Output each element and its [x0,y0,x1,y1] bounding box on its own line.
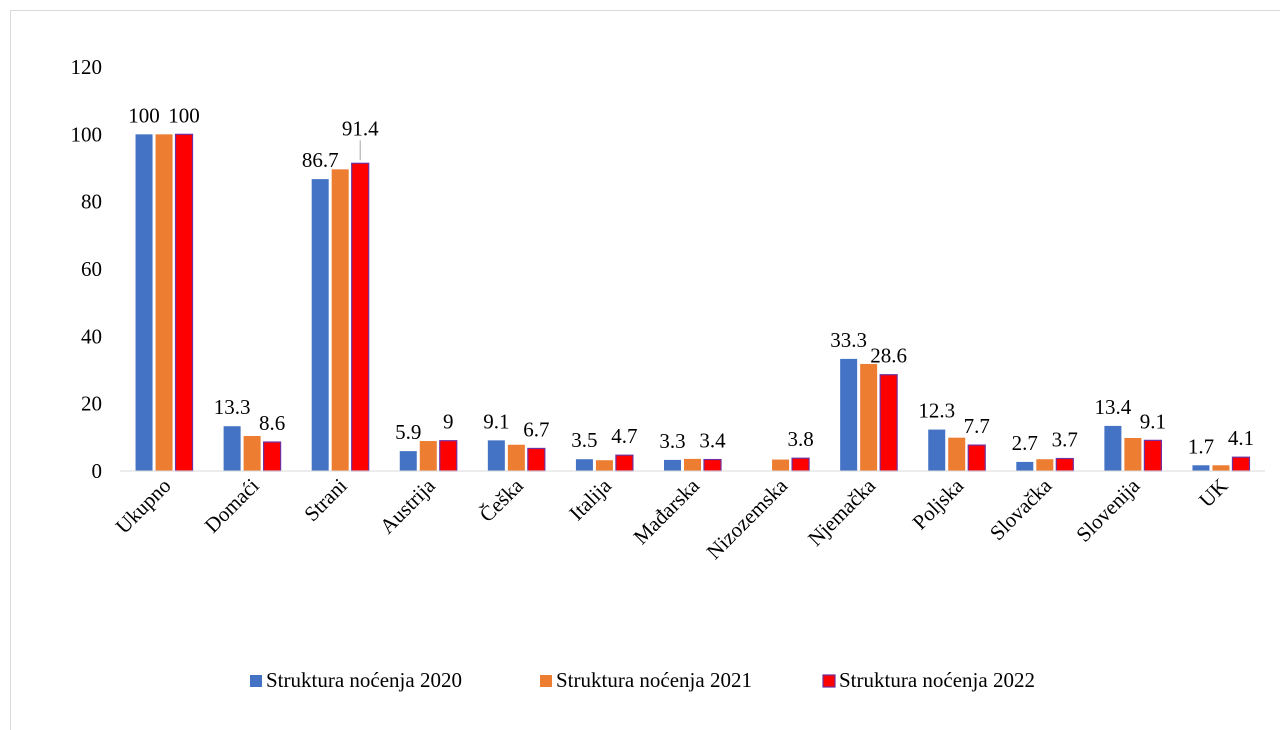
x-tick-label: Slovenija [1071,473,1145,547]
data-label: 12.3 [918,399,955,423]
bar-slovenija-series-2 [1124,438,1142,471]
bar-uk-series-2 [1212,465,1230,471]
bar-strani-series-2 [331,169,349,471]
data-label: 100 [128,103,160,127]
bar-njemačka-series-1 [840,358,858,471]
bar-ukupno-series-1 [135,134,153,472]
bar-austrija-series-2 [419,441,437,471]
data-label: 1.7 [1188,434,1214,458]
data-label: 91.4 [342,116,379,140]
legend-label: Struktura noćenja 2020 [266,668,462,692]
bar-domaći-series-2 [243,435,261,471]
bar-poljska-series-2 [948,437,966,471]
data-label: 3.3 [659,429,685,453]
bar-domaći-series-1 [223,426,241,471]
data-label: 5.9 [395,420,421,444]
y-tick-label: 80 [81,190,102,214]
bar-češka-series-3 [527,447,546,472]
bar-nizozemska-series-2 [772,459,790,471]
data-label: 2.7 [1012,431,1038,455]
bar-njemačka-series-2 [860,363,878,471]
x-axis: Ukupno Domaći Strani Austrija Češka Italija Ma… [111,470,1265,564]
bar-slovačka-series-1 [1016,461,1034,471]
bar-slovačka-series-3 [1055,457,1074,472]
y-tick-label: 20 [81,392,102,416]
data-label: 3.7 [1052,428,1078,452]
bar-austrija-series-3 [439,440,458,472]
data-label: 33.3 [830,328,867,352]
bar-njemačka-series-3 [879,374,898,472]
bar-italija-series-2 [595,460,613,471]
data-label: 4.7 [611,424,637,448]
x-tick-label: Poljska [908,473,969,534]
data-label: 28.6 [870,344,907,368]
legend: Struktura noćenja 2020 Struktura noćenja … [250,668,1035,692]
y-axis: 0 20 40 60 80 100 120 [71,55,103,483]
data-label: 8.6 [259,411,285,435]
data-label: 3.5 [571,428,597,452]
bar-domaći-series-3 [263,441,282,472]
x-tick-label: Ukupno [111,474,176,539]
data-label: 9 [443,410,454,434]
y-tick-label: 40 [81,324,102,348]
bar-uk-series-1 [1192,465,1210,471]
data-label: 86.7 [302,148,339,172]
bar-mađarska-series-2 [684,458,701,471]
bar-strani-series-3 [351,162,370,472]
y-tick-label: 100 [71,122,103,146]
bar-slovačka-series-2 [1036,459,1054,471]
data-label: 4.1 [1228,426,1254,450]
legend-label: Struktura noćenja 2021 [556,668,752,692]
bar-mađarska-series-1 [664,459,681,471]
x-tick-label: Mađarska [629,473,705,549]
data-label: 3.4 [699,429,726,453]
legend-swatch [822,674,836,688]
x-tick-label: Nizozemska [702,473,793,564]
data-label: 13.4 [1095,395,1132,419]
bar-italija-series-1 [575,459,593,471]
bar-slovenija-series-1 [1104,425,1122,471]
x-tick-label: Domaći [200,473,264,537]
y-tick-label: 120 [71,55,103,79]
bar-češka-series-2 [507,444,525,471]
bars [135,133,1251,472]
data-label: 6.7 [523,417,549,441]
x-tick-label: Strani [299,473,352,526]
data-label: 13.3 [214,395,251,419]
legend-label: Struktura noćenja 2022 [839,668,1035,692]
x-tick-label: UK [1194,474,1232,512]
x-tick-label: Italija [564,473,616,525]
legend-swatch [250,675,262,687]
bar-nizozemska-series-3 [791,457,810,472]
x-tick-label: Češka [475,473,529,527]
data-label: 9.1 [483,409,509,433]
chart-frame [10,10,1280,730]
bar-austrija-series-1 [399,451,417,471]
bar-ukupno-series-2 [155,134,173,472]
data-label: 9.1 [1140,409,1166,433]
legend-swatch [540,675,552,687]
x-tick-label: Austrija [375,473,440,538]
data-label: 100 [168,103,200,127]
bar-poljska-series-3 [967,444,986,472]
bar-chart: 0 20 40 60 80 100 120 100 100 13.3 8.6 86.791.4 5.9… [71,55,1265,692]
y-tick-label: 0 [92,459,103,483]
x-tick-label: Njemačka [803,473,881,551]
data-label: 7.7 [964,414,990,438]
bar-italija-series-3 [615,454,634,472]
y-tick-label: 60 [81,257,102,281]
bar-mađarska-series-3 [703,458,722,472]
bar-ukupno-series-3 [174,133,194,472]
bar-češka-series-1 [487,440,505,471]
x-tick-label: Slovačka [985,473,1057,545]
bar-poljska-series-1 [928,429,946,471]
bar-slovenija-series-3 [1143,439,1162,472]
data-labels: 100 100 13.3 8.6 86.791.4 5.9 9 9.1 6.7 3.5 4.7 3.3… [128,103,1254,458]
data-label: 3.8 [787,427,813,451]
bar-uk-series-3 [1231,456,1251,472]
bar-strani-series-1 [311,179,329,472]
